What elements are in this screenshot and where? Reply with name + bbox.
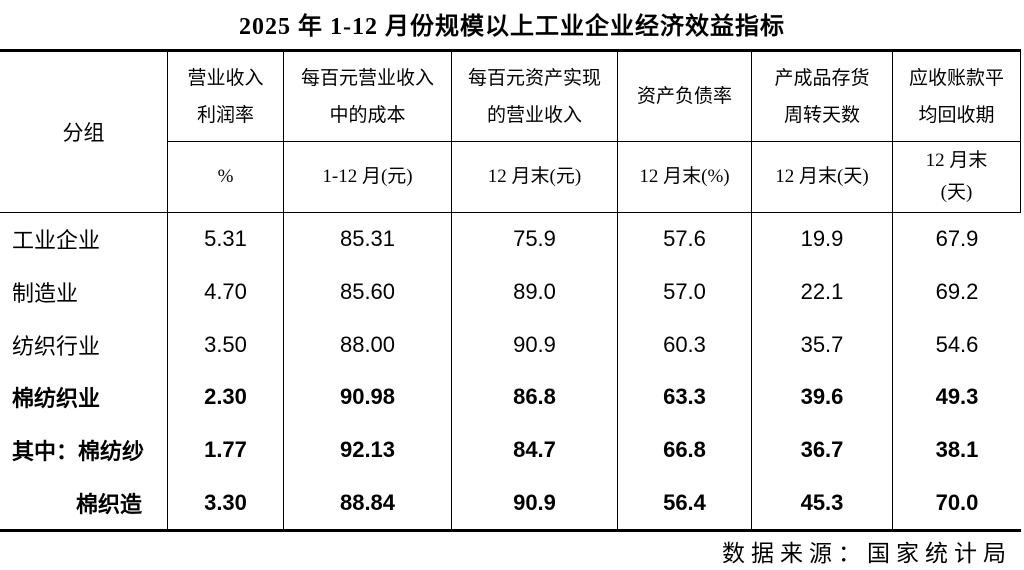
- subheader-line: 12 月末: [925, 150, 988, 171]
- cell-value: 92.13: [284, 423, 452, 477]
- cell-value: 38.1: [935, 437, 979, 463]
- column-header-group: 分组: [0, 52, 168, 213]
- subheader-line: 12 月末(元): [487, 166, 582, 187]
- cell-value: 75.9: [452, 213, 618, 266]
- cell-value: 5.31: [168, 213, 284, 266]
- header-line: 均回收期: [918, 104, 995, 126]
- data-source: 数据来源：国家统计局: [722, 541, 1012, 566]
- column-header-receivables-collection-period: 应收账款平 均回收期: [893, 52, 1021, 142]
- cell-value: 54.6: [935, 331, 979, 357]
- header-line: 资产负债率: [636, 86, 732, 107]
- cell-value: 57.0: [618, 265, 752, 319]
- subheader-line: 1-12 月(元): [322, 166, 413, 187]
- cell-value: 90.9: [452, 476, 618, 530]
- cell-value: 63.3: [618, 371, 752, 424]
- header-line: 营业收入: [187, 67, 264, 89]
- cell-value: 49.3: [935, 384, 979, 410]
- cell-value: 85.31: [284, 213, 452, 266]
- cell-value: 2.30: [168, 371, 284, 424]
- column-subheader-dec-end-percent: 12 月末(%): [618, 142, 752, 213]
- row-label-textile-industry: 纺织行业: [0, 318, 168, 372]
- row-label-manufacturing: 制造业: [0, 265, 168, 319]
- cell-value: 90.9: [452, 318, 618, 372]
- cell-value: 4.70: [168, 265, 284, 319]
- header-line: 利润率: [196, 104, 254, 126]
- row-label-cotton-textile: 棉纺织业: [0, 371, 168, 424]
- column-subheader-dec-end-yuan: 12 月末(元): [452, 142, 618, 213]
- subheader-line: 12 月末(天): [775, 166, 869, 187]
- cell-value: 35.7: [752, 318, 893, 372]
- subheader-line: 12 月末(%): [639, 166, 730, 187]
- header-line: 每百元营业收入: [300, 67, 434, 89]
- cell-value: 57.6: [618, 213, 752, 266]
- column-subheader-percent: %: [168, 142, 284, 213]
- cell-value: 88.84: [284, 476, 452, 530]
- column-header-revenue-per-100-assets: 每百元资产实现 的营业收入: [452, 52, 618, 142]
- indicators-table: 分组 营业收入 利润率 每百元营业收入 中的成本 每百元资产实现 的营业收入 资…: [0, 49, 1021, 533]
- column-header-cost-per-100-revenue: 每百元营业收入 中的成本: [284, 52, 452, 142]
- header-line: 周转天数: [783, 104, 860, 126]
- cell-value: 84.7: [452, 423, 618, 477]
- page-title: 2025 年 1-12 月份规模以上工业企业经济效益指标: [239, 14, 785, 40]
- cell-value: 56.4: [618, 476, 752, 530]
- column-header-profit-margin: 营业收入 利润率: [168, 52, 284, 142]
- cell-value: 1.77: [168, 423, 284, 477]
- subheader-line: %: [217, 166, 234, 187]
- column-header-asset-liability-ratio: 资产负债率: [618, 52, 752, 142]
- cell-value: 85.60: [284, 265, 452, 319]
- row-label-cotton-weaving: 棉织造: [0, 476, 168, 530]
- column-subheader-jan-dec-yuan: 1-12 月(元): [284, 142, 452, 213]
- cell-value: 89.0: [452, 265, 618, 319]
- column-header-inventory-turnover-days: 产成品存货 周转天数: [752, 52, 893, 142]
- header-line: 应收账款平: [908, 67, 1004, 89]
- cell-value: 36.7: [752, 423, 893, 477]
- header-line: 中的成本: [329, 104, 406, 126]
- column-subheader-dec-end-days: 12 月末(天): [752, 142, 893, 213]
- cell-value: 45.3: [752, 476, 893, 530]
- cell-value: 88.00: [284, 318, 452, 372]
- cell-value: 70.0: [935, 489, 979, 515]
- cell-value: 67.9: [935, 226, 979, 252]
- cell-value: 3.50: [168, 318, 284, 372]
- cell-value: 3.30: [168, 476, 284, 530]
- cell-value: 39.6: [752, 371, 893, 424]
- subheader-line: (天): [940, 182, 973, 203]
- column-subheader-dec-end-days-2: 12 月末 (天): [893, 142, 1021, 213]
- cell-value: 86.8: [452, 371, 618, 424]
- cell-value: 66.8: [618, 423, 752, 477]
- cell-value: 69.2: [935, 279, 979, 305]
- cell-value: 22.1: [752, 265, 893, 319]
- row-label-cotton-yarn: 其中：棉纺纱: [0, 423, 168, 477]
- cell-value: 19.9: [752, 213, 893, 266]
- row-label-industrial-enterprises: 工业企业: [0, 213, 168, 266]
- cell-value: 90.98: [284, 371, 452, 424]
- header-line: 每百元资产实现: [467, 67, 601, 89]
- header-line: 产成品存货: [774, 67, 870, 89]
- cell-value: 60.3: [618, 318, 752, 372]
- header-line: 的营业收入: [486, 104, 582, 126]
